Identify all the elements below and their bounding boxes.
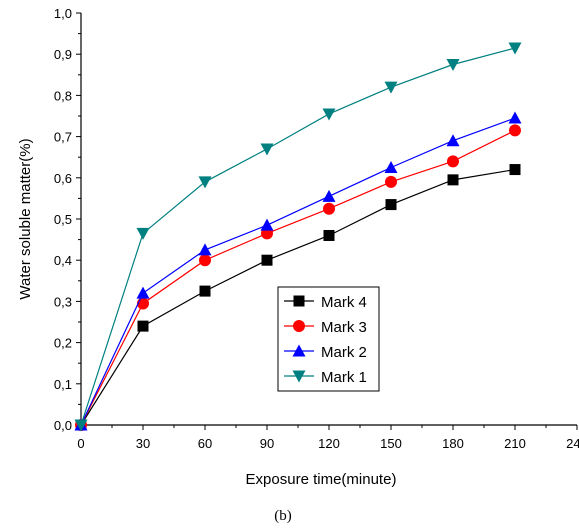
data-point-mark-3 bbox=[447, 155, 459, 168]
y-tick-label: 0,6 bbox=[54, 171, 72, 186]
y-tick-label: 0,4 bbox=[54, 253, 72, 268]
data-point-mark-4 bbox=[385, 199, 397, 211]
y-tick-label: 0,2 bbox=[54, 336, 72, 351]
y-axis-ticks: 0,0 0,1 0,2 0,3 0,4 0,5 0,6 0,7 0,8 0,9 1,0 bbox=[54, 6, 81, 433]
series-line-mark-4 bbox=[80, 168, 516, 426]
data-point-mark-4 bbox=[261, 254, 273, 266]
data-point-mark-2 bbox=[508, 111, 522, 124]
x-tick-label: 120 bbox=[318, 436, 340, 451]
data-point-mark-2 bbox=[260, 218, 274, 231]
data-point-mark-1 bbox=[136, 227, 150, 240]
series-layer bbox=[74, 42, 522, 432]
data-point-mark-1 bbox=[260, 143, 274, 156]
data-point-mark-1 bbox=[384, 81, 398, 94]
y-tick-label: 0,3 bbox=[54, 294, 72, 309]
x-axis-ticks: 0 30 60 90 120 150 180 210 240 bbox=[77, 425, 579, 451]
y-tick-label: 0,7 bbox=[54, 130, 72, 145]
legend-label: Mark 1 bbox=[321, 369, 367, 386]
legend-label: Mark 4 bbox=[321, 294, 367, 311]
series-line-mark-1 bbox=[80, 47, 516, 426]
data-point-mark-2 bbox=[198, 243, 212, 256]
data-point-mark-4 bbox=[447, 174, 459, 186]
y-tick-label: 1,0 bbox=[54, 6, 72, 21]
x-tick-label: 180 bbox=[442, 436, 464, 451]
legend-item-mark-4: Mark 4 bbox=[284, 294, 367, 311]
legend: Mark 4 Mark 3 Mark 2 Mark 1 bbox=[277, 286, 380, 392]
y-tick-label: 0,1 bbox=[54, 377, 72, 392]
y-tick-label: 0,5 bbox=[54, 212, 72, 227]
data-point-mark-2 bbox=[384, 161, 398, 173]
y-tick-label: 0,8 bbox=[54, 88, 72, 103]
x-tick-label: 210 bbox=[504, 436, 526, 451]
legend-label: Mark 2 bbox=[321, 344, 367, 361]
legend-label: Mark 3 bbox=[321, 319, 367, 336]
data-point-mark-2 bbox=[136, 286, 150, 299]
x-tick-label: 30 bbox=[136, 436, 150, 451]
legend-marker-mark-3 bbox=[293, 320, 305, 332]
figure-caption: (b) bbox=[274, 508, 292, 524]
series-mark-1 bbox=[74, 42, 522, 432]
series-mark-2 bbox=[74, 111, 522, 431]
data-point-mark-2 bbox=[446, 134, 460, 147]
y-axis-title: Water soluble matter(%) bbox=[17, 138, 34, 299]
data-point-mark-3 bbox=[323, 202, 335, 215]
data-point-mark-3 bbox=[509, 124, 521, 137]
x-tick-label: 240 bbox=[566, 436, 579, 451]
data-point-mark-1 bbox=[74, 419, 88, 432]
x-axis-title: Exposure time(minute) bbox=[246, 471, 397, 488]
data-point-mark-1 bbox=[322, 108, 336, 121]
data-point-mark-3 bbox=[199, 254, 211, 267]
data-point-mark-1 bbox=[198, 176, 212, 189]
legend-marker-mark-1 bbox=[292, 370, 306, 383]
x-tick-label: 0 bbox=[77, 436, 84, 451]
data-point-mark-1 bbox=[508, 42, 522, 55]
legend-item-mark-1: Mark 1 bbox=[284, 369, 367, 386]
data-point-mark-4 bbox=[509, 164, 521, 176]
data-point-mark-3 bbox=[385, 175, 397, 188]
x-tick-label: 60 bbox=[198, 436, 212, 451]
data-point-mark-4 bbox=[199, 285, 211, 297]
series-line-mark-3 bbox=[80, 129, 516, 426]
data-point-mark-2 bbox=[322, 189, 336, 202]
legend-marker-mark-2 bbox=[292, 344, 306, 357]
data-point-mark-4 bbox=[323, 229, 335, 241]
data-point-mark-1 bbox=[446, 59, 460, 71]
series-line-mark-2 bbox=[80, 117, 516, 426]
x-tick-label: 90 bbox=[260, 436, 274, 451]
legend-item-mark-3: Mark 3 bbox=[284, 319, 367, 336]
legend-item-mark-2: Mark 2 bbox=[284, 344, 367, 361]
y-tick-label: 0,0 bbox=[54, 418, 72, 433]
data-point-mark-4 bbox=[137, 320, 149, 332]
legend-marker-mark-4 bbox=[293, 295, 305, 307]
x-tick-label: 150 bbox=[380, 436, 402, 451]
y-tick-label: 0,9 bbox=[54, 47, 72, 62]
